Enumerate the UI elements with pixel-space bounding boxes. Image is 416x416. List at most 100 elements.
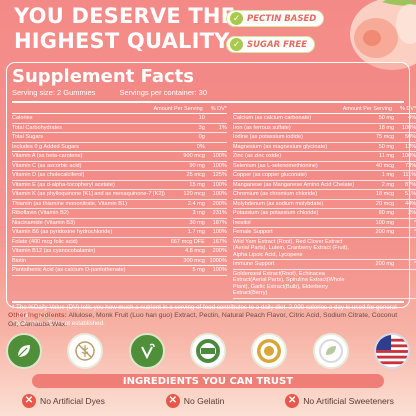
facts-row: Iron (as ferrous sulfate) 18 mg 100%	[232, 124, 416, 133]
nutrient-dv: 44%	[404, 200, 416, 207]
nutrient-dv: *	[413, 229, 416, 235]
nutrient-amount: 90 mg	[189, 162, 205, 169]
nutrient-amount: 100 mg	[375, 219, 395, 226]
nutrient-dv: 125%	[212, 172, 227, 178]
nutrient-amount: 80 mg	[378, 210, 395, 216]
nutrient-name: Total Carbohydrates	[12, 124, 63, 131]
amount-header: Amount Per Serving	[153, 106, 203, 112]
amount-header: Amount Per Serving	[342, 106, 392, 112]
nutrient-dv: 2%	[408, 210, 416, 216]
feature-label: No Artificial Sweeteners	[303, 396, 394, 406]
nutrient-amount: 18 mg	[378, 124, 395, 131]
nutrient-amount: 2.4 mg	[187, 200, 205, 207]
nutrient-name: Riboflavin (Vitamin B2)	[12, 210, 69, 216]
badge-label: PECTIN BASED	[247, 13, 317, 24]
nutrient-name: Wild Yam Extract (Root), Red Clover Extr…	[232, 238, 349, 258]
satisfaction-guaranteed-icon	[251, 333, 288, 369]
nutrient-name: Total Sugars	[12, 134, 44, 140]
feature-no-gelatin: ✕ No Gelatin	[165, 394, 224, 408]
nutrient-name: Manganese (as Manganese Amino Acid Chela…	[232, 181, 355, 188]
nutrient-name: Immune Support	[232, 261, 275, 267]
nutrient-amount: 0g	[198, 134, 205, 140]
serving-info: Serving size: 2 Gummies Servings per con…	[12, 88, 404, 103]
nutrient-dv: 1%	[218, 124, 227, 131]
nutrient-dv: *	[413, 219, 416, 226]
peach-image	[350, 0, 416, 70]
facts-right-column: Amount Per Serving % DV* Calcium (as cal…	[232, 105, 416, 299]
feature-no-artificial-dyes: ✕ No Artificial Dyes	[22, 394, 105, 408]
nutrient-name: Calcium (as calcium carbonate)	[232, 115, 312, 121]
facts-row: Vitamin K (as phylloquinone [K1] and as …	[12, 190, 227, 200]
nutrient-amount: 200 mg	[375, 229, 395, 235]
headline-line-1: YOU DESERVE THE	[14, 4, 236, 28]
nutrient-name: Folate (400 mcg folic acid)	[12, 238, 78, 245]
facts-row: Vitamin B6 (as pyridoxine hydrochloride)…	[12, 228, 227, 238]
nutrient-amount: 2 mg	[381, 181, 395, 188]
nutrient-name: Vitamin B12 (as cyanocobalamin)	[12, 248, 96, 254]
nutrient-amount: 3 mg	[192, 210, 205, 216]
nutrient-amount: 200 mg	[375, 261, 395, 267]
nutrient-name: Pantothenic Acid (as calcium D-pantothen…	[12, 267, 126, 273]
nutrient-amount: 25 mcg	[186, 172, 205, 178]
facts-row: Manganese (as Manganese Amino Acid Chela…	[232, 181, 416, 190]
nutrient-dv: 51%	[404, 191, 416, 197]
daily-value-note: * The %Daily Value (DV) tells you how mu…	[12, 300, 404, 328]
facts-row: Vitamin A (as beta-carotene) 900 mcg 100%	[12, 152, 227, 162]
nutrient-name: Niacinamide (Vitamin B3)	[12, 219, 76, 226]
nutrient-dv: 1000%	[209, 257, 227, 264]
daily-value-not-established: *Daily Value (DV) not established.	[12, 319, 105, 327]
nutrient-amount: 1.7 mg	[187, 229, 205, 235]
facts-row: Vitamin D (as cholecalciferol) 25 mcg 125%	[12, 171, 227, 181]
nutrient-name: Calories	[12, 115, 33, 121]
nutrient-dv: 111%	[402, 172, 416, 178]
nutrient-amount: 667 mcg DFE	[170, 238, 205, 245]
facts-row: Female Support 200 mg *	[232, 228, 416, 238]
nutrient-amount: 50 mg	[378, 143, 395, 150]
nutrient-dv: 100%	[212, 162, 227, 169]
daily-value-note-text: * The %Daily Value (DV) tells you how mu…	[12, 303, 397, 319]
nutrient-name: Vitamin C (as ascorbic acid)	[12, 162, 82, 169]
facts-row: Inositol 100 mg *	[232, 219, 416, 228]
facts-row: Vitamin E (as d-alpha-tocopheryl acetate…	[12, 181, 227, 190]
nutrient-dv: 73%	[404, 162, 416, 169]
facts-row: Pantothenic Acid (as calcium D-pantothen…	[12, 266, 227, 276]
ingredients-trust-banner: INGREDIENTS YOU CAN TRUST	[32, 374, 384, 388]
nutrient-amount: 0%	[196, 143, 205, 150]
gluten-free-icon	[67, 333, 104, 369]
non-gmo-icon	[312, 333, 349, 369]
nutrient-dv: 100%	[212, 181, 227, 188]
cross-icon: ✕	[22, 394, 36, 408]
nutrient-name: Vitamin D (as cholecalciferol)	[12, 172, 85, 178]
nutrient-dv: 231%	[212, 210, 227, 216]
facts-row: Potassium (as potassium chloride) 80 mg 2%	[232, 209, 416, 219]
nutrient-amount: 15 mg	[189, 181, 205, 188]
nutrient-amount: 11 mg	[379, 153, 395, 159]
nutrient-amount: 900 mcg	[183, 153, 205, 159]
nutrient-name: Vitamin K (as phylloquinone [K1] and as …	[12, 191, 165, 197]
headline-line-2: HIGHEST QUALITY	[14, 29, 230, 53]
nutrient-name: Includes 0 g Added Sugars	[12, 143, 79, 150]
facts-row: Total Sugars 0g	[12, 133, 227, 143]
facts-row: Molybdenum (as sodium molybdate) 20 mcg 44…	[232, 200, 416, 209]
sugar-free-badge: ✓ SUGAR FREE	[226, 36, 316, 53]
facts-row: Chromium (as chromium chloride) 18 mcg 51%	[232, 190, 416, 200]
facts-row: Includes 0 g Added Sugars 0%	[12, 143, 227, 152]
nutrient-name: Goldenseal Extract(Root), Echinacea Extr…	[232, 270, 345, 297]
dv-header: % DV*	[399, 106, 416, 112]
nutrient-amount: 40 mcg	[375, 162, 395, 169]
nutrient-dv: 50%	[404, 134, 416, 140]
nutrient-dv: 4%	[408, 115, 416, 121]
nutrient-amount: 30 mg	[189, 219, 205, 226]
nutrient-name: Female Support	[232, 229, 273, 235]
nutrient-dv: 100%	[401, 153, 416, 159]
dv-header: % DV*	[210, 106, 227, 112]
nutrient-amount: 75 mcg	[375, 134, 395, 140]
pectin-based-badge: ✓ PECTIN BASED	[226, 10, 325, 27]
check-icon: ✓	[230, 12, 243, 25]
facts-row: Wild Yam Extract (Root), Red Clover Extr…	[232, 238, 416, 260]
nutrient-dv: 100%	[212, 191, 227, 197]
facts-row: Niacinamide (Vitamin B3) 30 mg 187%	[12, 219, 227, 228]
other-ingredients-text: Allulose, Monk Fruit (Luo han guo) Extra…	[8, 312, 398, 328]
feature-label: No Artificial Dyes	[40, 396, 105, 406]
facts-row: Folate (400 mcg folic acid) 667 mcg DFE 16…	[12, 238, 227, 247]
